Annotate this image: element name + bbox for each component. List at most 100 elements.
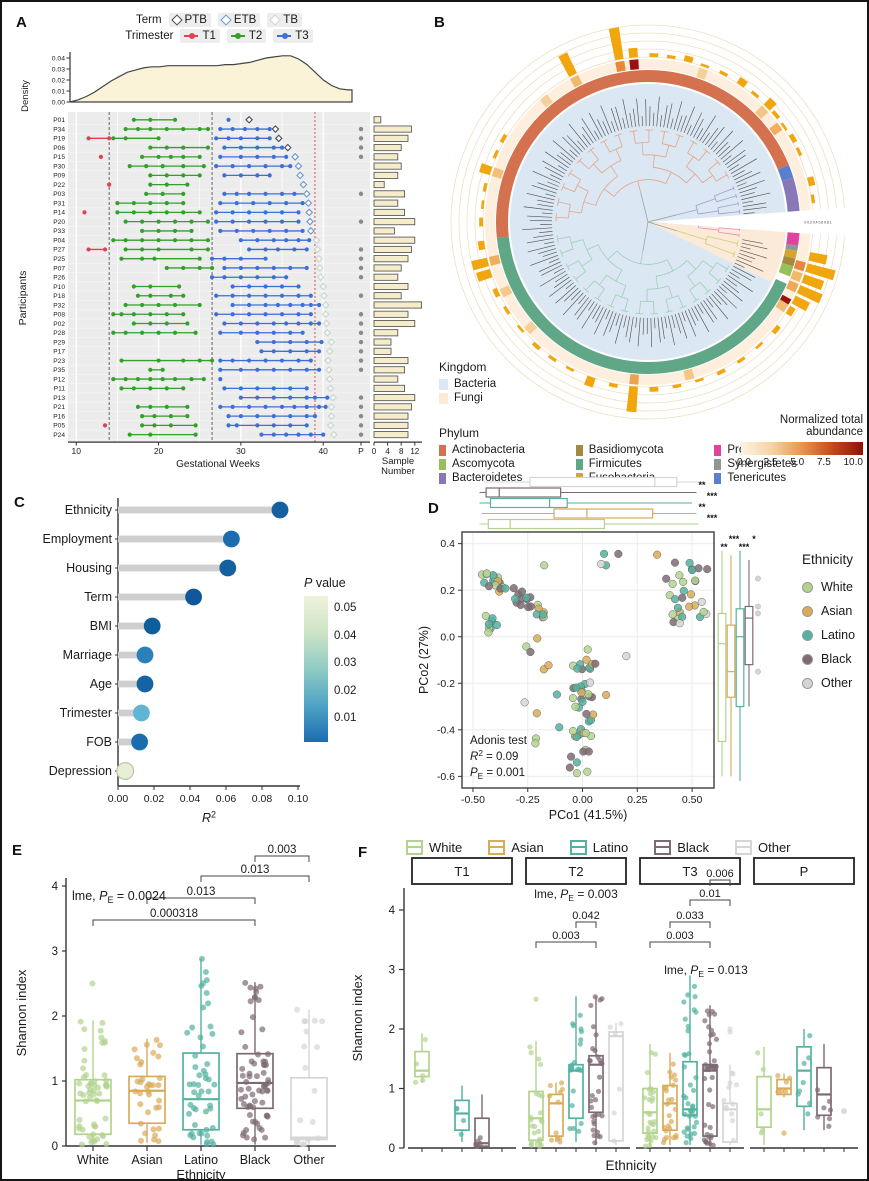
postpartum-dot — [358, 367, 364, 373]
phylum-legend-item-firmicutes: Firmicutes — [575, 457, 701, 471]
ethnicity-legend-item-black: Black — [802, 647, 855, 671]
ethnicity-legend-label: Asian — [821, 604, 853, 618]
firmicutes-swatch — [575, 458, 583, 470]
phylum-legend-label: Actinobacteria — [452, 444, 525, 456]
timeline-row-P07: P07 — [53, 264, 402, 272]
sample-count-bar — [373, 366, 406, 374]
timeline-row-P11: P11 — [54, 384, 406, 393]
svg-text:0.06: 0.06 — [216, 793, 237, 805]
panel-d-label: D — [428, 500, 439, 517]
svg-text:Ethnicity: Ethnicity — [176, 1167, 226, 1181]
colorbar-title-2: abundance — [806, 426, 863, 438]
heat-cell — [629, 373, 639, 385]
timeline-row-P17: P17 — [53, 347, 392, 356]
panel-b-label: B — [434, 14, 445, 31]
svg-text:Term: Term — [84, 590, 112, 604]
sample-count-bar — [373, 292, 402, 300]
sample-count-bar — [373, 384, 406, 392]
sample-count-bar — [373, 394, 416, 402]
svg-text:P27: P27 — [53, 247, 65, 254]
scatter-point — [600, 549, 609, 558]
kingdom-legend-title: Kingdom — [439, 360, 487, 374]
pvalue-title-rest: value — [312, 576, 346, 590]
term-diamond-ETB — [306, 227, 315, 235]
svg-text:0.10: 0.10 — [288, 793, 309, 805]
ethnicity-legend-label: White — [821, 580, 853, 594]
abundance-bar — [649, 53, 659, 58]
asian-box-icon — [488, 840, 506, 855]
timeline-row-P02: P02 — [53, 319, 416, 328]
t2-line-icon — [230, 33, 245, 39]
svg-text:P23: P23 — [53, 358, 65, 365]
svg-text:P25: P25 — [53, 256, 65, 263]
timeline-row-P26: P26 — [53, 273, 399, 282]
sample-count-bar — [373, 421, 409, 429]
facet-legend-item-black: Black — [654, 840, 709, 855]
svg-text:Number: Number — [381, 466, 415, 477]
term-diamond-TB — [316, 264, 324, 272]
lollipop-Age: Age — [90, 675, 154, 693]
term-diamond-TB — [326, 421, 335, 430]
scatter-point — [572, 683, 581, 692]
abundance-bar — [471, 257, 490, 271]
timeline-row-P24: P24 — [53, 430, 409, 439]
ethnicity-legend-label: Latino — [821, 628, 856, 642]
svg-text:P18: P18 — [53, 293, 65, 300]
abundance-bar — [672, 383, 682, 389]
bacteroidetes-swatch — [439, 472, 446, 484]
phylum-legend-item-basidiomycota: Basidiomycota — [575, 443, 701, 457]
ethnicity-legend-title: Ethnicity — [802, 552, 854, 567]
abundance-bar — [763, 97, 777, 111]
etb-label: ETB — [233, 14, 257, 26]
t3-dot-icon — [281, 33, 288, 39]
pvalue-tick: 0.02 — [334, 684, 357, 697]
lollipop-Ethnicity: Ethnicity — [65, 501, 289, 519]
svg-text:Marriage: Marriage — [63, 648, 112, 662]
proteobacteria-swatch — [714, 444, 722, 456]
svg-text:0.000318: 0.000318 — [150, 908, 198, 920]
phylum-arc-Ascomycota — [778, 262, 794, 277]
sample-count-bar — [373, 431, 409, 439]
abundance-bar — [608, 27, 624, 61]
facet-legend-label: Asian — [511, 840, 544, 855]
scatter-point — [673, 603, 682, 612]
svg-text:0.00: 0.00 — [572, 794, 593, 806]
abundance-bar — [806, 176, 816, 187]
postpartum-dot — [358, 191, 364, 197]
legend-key-ptb: PTB — [168, 13, 211, 27]
postpartum-dot — [358, 330, 364, 335]
sample-count-bar — [373, 264, 402, 272]
pvalue-tick: 0.03 — [334, 657, 357, 669]
term-diamond-TB — [325, 365, 333, 374]
abundance-colorbar: Normalized total abundance 0.0 2.5 5.0 7.5 1… — [735, 414, 863, 468]
density-plot: 0.00 0.01 0.02 0.03 0.04 Density — [20, 52, 353, 112]
abundance-bar — [558, 52, 577, 77]
svg-text:0.25: 0.25 — [627, 794, 648, 806]
scatter-point — [602, 690, 611, 699]
phylum-legend-label: Firmicutes — [588, 458, 642, 470]
scatter-point — [589, 710, 598, 719]
phylum-legend-label: Ascomycota — [452, 458, 515, 470]
white-dot-icon — [802, 581, 813, 593]
sample-count-bar — [373, 338, 392, 346]
postpartum-dot — [358, 413, 364, 419]
phylum-legend-title: Phylum — [439, 426, 480, 440]
svg-text:P: P — [800, 864, 809, 879]
abundance-bar — [479, 163, 493, 176]
scatter-point — [699, 607, 708, 617]
svg-text:PCo1 (41.5%): PCo1 (41.5%) — [549, 808, 628, 822]
scatter-point — [582, 709, 591, 718]
colorbar-gradient — [741, 442, 863, 455]
abundance-bar — [531, 341, 541, 351]
timeline-row-P35: P35 — [53, 365, 406, 374]
abundance-bar — [796, 285, 823, 304]
legend-key-t2: T2 — [226, 29, 267, 43]
abundance-bar — [805, 263, 836, 281]
svg-text:P12: P12 — [53, 376, 65, 383]
colorbar-tick: 10.0 — [843, 457, 863, 468]
svg-text:P14: P14 — [53, 210, 65, 217]
abundance-bar — [584, 375, 596, 388]
scatter-point — [688, 566, 697, 575]
abundance-bar — [694, 377, 704, 383]
